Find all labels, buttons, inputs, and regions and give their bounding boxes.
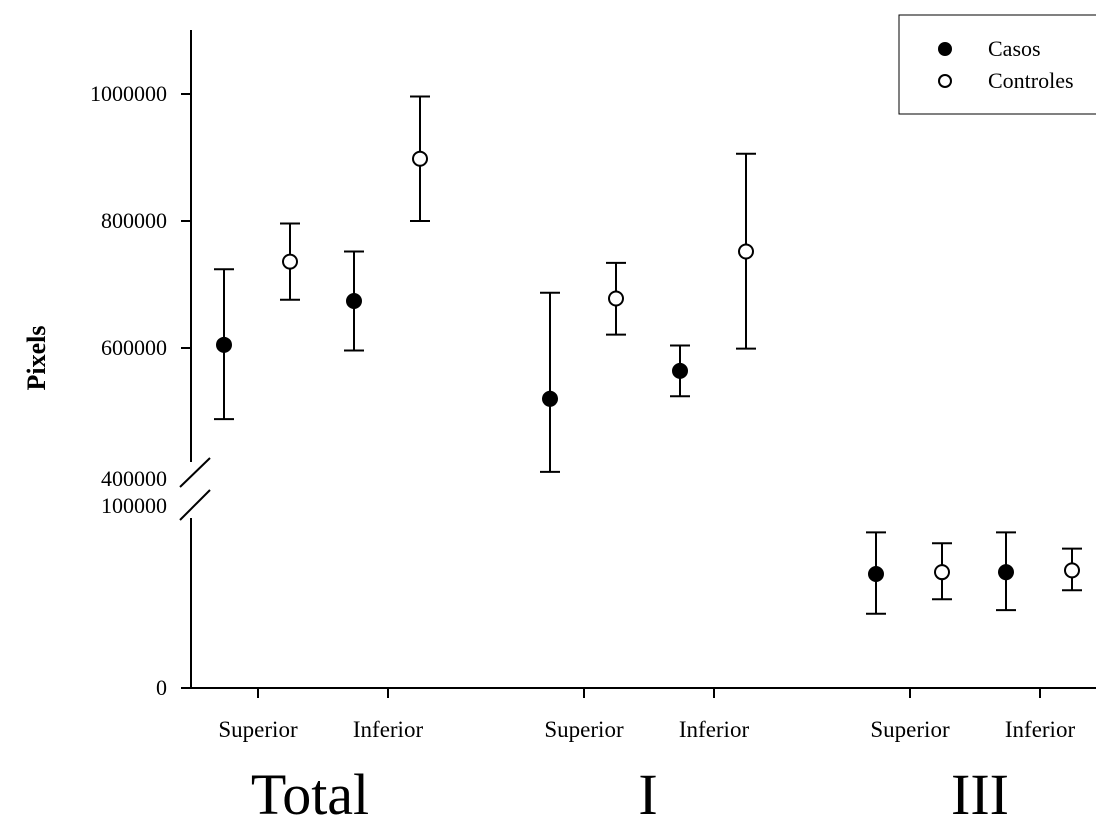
point-casos bbox=[672, 362, 688, 379]
axis-break-mark-lower bbox=[179, 489, 211, 521]
point-controles bbox=[1064, 562, 1080, 579]
y-tick-label: 0 bbox=[156, 675, 167, 700]
y-tick-label: 100000 bbox=[101, 493, 167, 518]
point-controles bbox=[738, 243, 754, 260]
legend-box bbox=[898, 14, 1096, 115]
x-category-label: Inferior bbox=[679, 717, 750, 742]
x-category-label: Inferior bbox=[1005, 717, 1076, 742]
legend-marker bbox=[938, 42, 952, 56]
y-tick-label: 400000 bbox=[101, 466, 167, 491]
legend-label: Controles bbox=[988, 68, 1074, 93]
y-tick-label: 1000000 bbox=[90, 81, 167, 106]
group-label: I bbox=[638, 762, 657, 817]
point-casos bbox=[216, 336, 232, 353]
point-casos bbox=[346, 293, 362, 310]
x-category-label: Superior bbox=[870, 717, 950, 742]
axes bbox=[179, 30, 1096, 689]
x-category-label: Superior bbox=[544, 717, 624, 742]
point-casos bbox=[542, 390, 558, 407]
group-label: Total bbox=[251, 762, 369, 817]
data-marks bbox=[214, 95, 1082, 615]
x-ticks: Superior Inferior Total Superior Inferior I Su… bbox=[218, 688, 1075, 817]
point-controles bbox=[412, 150, 428, 167]
point-casos bbox=[998, 564, 1014, 581]
y-tick-label: 600000 bbox=[101, 335, 167, 360]
point-controles bbox=[934, 564, 950, 581]
x-category-label: Superior bbox=[218, 717, 298, 742]
point-controles bbox=[282, 253, 298, 270]
y-tick-label: 800000 bbox=[101, 208, 167, 233]
legend-label: Casos bbox=[988, 36, 1041, 61]
axis-break-mark-upper bbox=[179, 457, 211, 488]
legend: Casos Controles bbox=[898, 14, 1096, 115]
y-ticks: 400000 600000 800000 1000000 0 100000 bbox=[90, 81, 191, 700]
legend-marker bbox=[938, 74, 952, 88]
group-label: III bbox=[951, 762, 1009, 817]
x-category-label: Inferior bbox=[353, 717, 424, 742]
point-casos bbox=[868, 565, 884, 582]
y-axis-title: Pixels bbox=[22, 326, 51, 391]
point-controles bbox=[608, 290, 624, 307]
